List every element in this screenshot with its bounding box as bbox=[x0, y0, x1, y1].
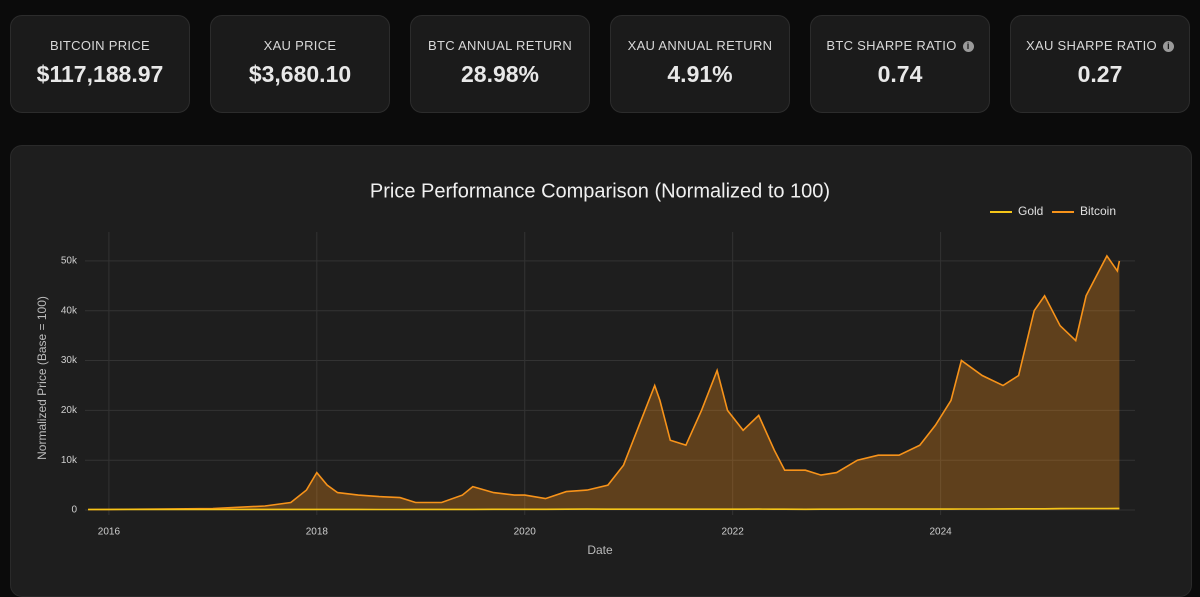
y-tick-label: 20k bbox=[61, 405, 78, 416]
metric-card: BTC SHARPE RATIO i 0.74 bbox=[810, 15, 990, 113]
y-tick-label: 40k bbox=[61, 305, 78, 316]
card-value: $3,680.10 bbox=[248, 61, 352, 87]
chart-title: Price Performance Comparison (Normalized… bbox=[370, 180, 830, 202]
metric-card: XAU ANNUAL RETURN 4.91% bbox=[610, 15, 790, 113]
x-tick-label: 2020 bbox=[514, 527, 537, 538]
x-tick-label: 2016 bbox=[98, 527, 121, 538]
card-value: 28.98% bbox=[460, 61, 539, 87]
x-tick-label: 2022 bbox=[722, 527, 745, 538]
y-tick-label: 0 bbox=[71, 505, 77, 516]
y-tick-label: 50k bbox=[61, 256, 78, 267]
card-value: 4.91% bbox=[667, 61, 733, 87]
card-value: 0.74 bbox=[877, 61, 923, 87]
chart: Price Performance Comparison (Normalized… bbox=[35, 180, 1135, 557]
x-axis-label: Date bbox=[587, 543, 613, 557]
y-tick-label: 10k bbox=[61, 455, 78, 466]
card-value: $117,188.97 bbox=[36, 61, 164, 87]
metric-card: XAU PRICE $3,680.10 bbox=[210, 15, 390, 113]
card-label: XAU SHARPE RATIO i bbox=[1011, 38, 1189, 53]
metric-card: XAU SHARPE RATIO i 0.27 bbox=[1010, 15, 1190, 113]
card-label: BITCOIN PRICE bbox=[50, 38, 150, 53]
info-icon[interactable]: i bbox=[1162, 41, 1174, 52]
y-tick-label: 30k bbox=[61, 355, 78, 366]
card-label: BTC SHARPE RATIO i bbox=[811, 38, 989, 53]
card-label: BTC ANNUAL RETURN bbox=[427, 38, 573, 53]
area bbox=[88, 255, 1120, 511]
metric-card: BTC ANNUAL RETURN 28.98% bbox=[410, 15, 590, 113]
legend-label: Gold bbox=[1018, 204, 1043, 218]
y-axis-label: Normalized Price (Base = 100) bbox=[35, 296, 49, 460]
x-tick-label: 2024 bbox=[929, 527, 952, 538]
line bbox=[88, 507, 1120, 511]
x-tick-label: 2018 bbox=[306, 527, 329, 538]
card-label: XAU ANNUAL RETURN bbox=[627, 38, 773, 53]
dashboard: BITCOIN PRICE $117,188.97 XAU PRICE $3,680.… bbox=[10, 15, 1192, 597]
chart-panel bbox=[10, 145, 1192, 597]
card-value: 0.27 bbox=[1077, 61, 1123, 87]
metric-card: BITCOIN PRICE $117,188.97 bbox=[10, 15, 190, 113]
legend-label: Bitcoin bbox=[1080, 204, 1116, 218]
info-icon[interactable]: i bbox=[962, 41, 974, 52]
card-label: XAU PRICE bbox=[263, 38, 337, 53]
line bbox=[88, 254, 1121, 511]
